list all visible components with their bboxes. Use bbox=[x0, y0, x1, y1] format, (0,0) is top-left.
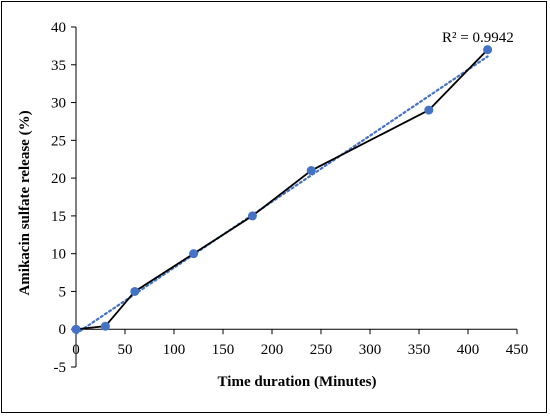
trendline bbox=[74, 55, 489, 335]
x-tick-label: 150 bbox=[212, 342, 235, 358]
data-point bbox=[189, 249, 199, 259]
x-tick-label: 250 bbox=[310, 342, 333, 358]
data-point bbox=[424, 105, 434, 115]
y-tick-label: 30 bbox=[51, 96, 66, 112]
data-point bbox=[247, 211, 257, 221]
data-point bbox=[71, 324, 81, 334]
y-tick-label: 15 bbox=[51, 209, 66, 225]
y-tick-label: 5 bbox=[59, 284, 67, 300]
data-point bbox=[130, 286, 140, 296]
x-tick-label: 50 bbox=[118, 342, 133, 358]
series-group bbox=[71, 45, 493, 334]
y-tick-label: 20 bbox=[51, 171, 66, 187]
x-tick-label: 400 bbox=[457, 342, 480, 358]
x-tick-label: 200 bbox=[261, 342, 284, 358]
x-tick-label: 350 bbox=[408, 342, 431, 358]
x-tick-label: 300 bbox=[359, 342, 382, 358]
trendline-group bbox=[74, 55, 489, 335]
x-tick-label: 450 bbox=[506, 342, 529, 358]
data-point bbox=[306, 166, 316, 176]
data-point bbox=[483, 45, 493, 55]
y-tick-label: 40 bbox=[51, 20, 66, 36]
y-tick-label: 0 bbox=[59, 322, 67, 338]
r-squared-annotation: R² = 0.9942 bbox=[442, 30, 514, 46]
x-tick-label: 100 bbox=[163, 342, 186, 358]
y-axis-title: Amikacin sulfate release (%) bbox=[17, 110, 33, 295]
x-axis-title: Time duration (Minutes) bbox=[218, 374, 377, 390]
series-line bbox=[75, 49, 489, 331]
y-tick-label: -5 bbox=[54, 360, 67, 376]
y-tick-label: 10 bbox=[51, 247, 66, 263]
x-tick-label: 0 bbox=[72, 342, 80, 358]
axes bbox=[71, 26, 518, 368]
y-tick-label: 35 bbox=[51, 58, 66, 74]
data-point bbox=[100, 321, 110, 331]
y-tick-label: 25 bbox=[51, 133, 66, 149]
